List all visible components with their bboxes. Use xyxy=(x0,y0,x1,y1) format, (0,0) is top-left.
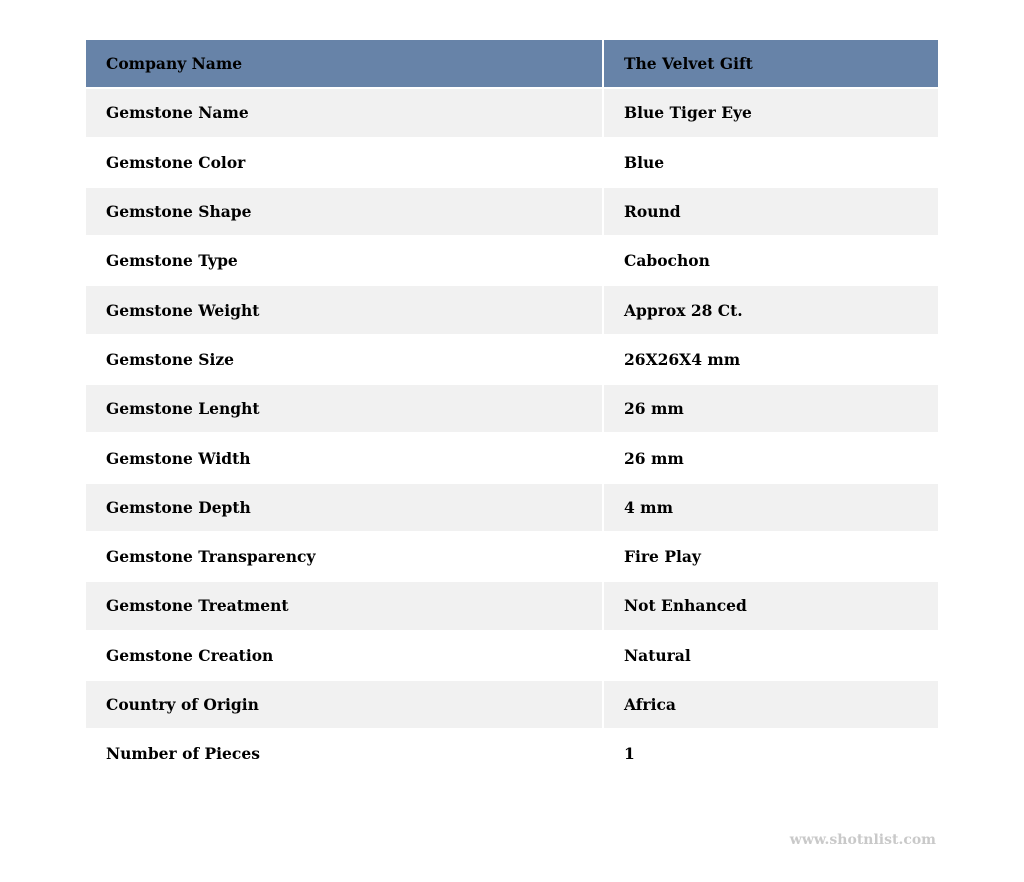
row-label: Gemstone Treatment xyxy=(84,580,604,632)
header-label: Company Name xyxy=(84,37,604,90)
row-value: Round xyxy=(602,185,940,238)
row-value: Natural xyxy=(602,629,940,681)
row-label: Gemstone Depth xyxy=(84,481,604,533)
row-value: Fire Play xyxy=(602,530,940,583)
row-value: Blue Tiger Eye xyxy=(602,87,940,139)
table-row: Gemstone Weight Approx 28 Ct. xyxy=(84,284,940,336)
watermark: www.shotnlist.com xyxy=(789,832,936,848)
table-row: Number of Pieces 1 xyxy=(84,728,940,780)
row-label: Country of Origin xyxy=(84,678,604,731)
table-row: Country of Origin Africa xyxy=(84,678,940,731)
row-label: Gemstone Type xyxy=(84,235,604,287)
gemstone-spec-table: Company Name The Velvet Gift Gemstone Na… xyxy=(84,37,940,780)
row-value: 26 mm xyxy=(602,432,940,484)
table-row: Gemstone Name Blue Tiger Eye xyxy=(84,87,940,139)
row-value: Blue xyxy=(602,136,940,188)
table-row: Gemstone Lenght 26 mm xyxy=(84,383,940,435)
row-label: Gemstone Color xyxy=(84,136,604,188)
table-row: Gemstone Type Cabochon xyxy=(84,235,940,287)
table-row: Gemstone Width 26 mm xyxy=(84,432,940,484)
row-value: 4 mm xyxy=(602,481,940,533)
row-value: 26 mm xyxy=(602,383,940,435)
row-value: Cabochon xyxy=(602,235,940,287)
row-label: Gemstone Size xyxy=(84,333,604,386)
table-row: Gemstone Color Blue xyxy=(84,136,940,188)
row-label: Gemstone Transparency xyxy=(84,530,604,583)
table-row: Gemstone Creation Natural xyxy=(84,629,940,681)
row-value: 26X26X4 mm xyxy=(602,333,940,386)
row-value: Not Enhanced xyxy=(602,580,940,632)
row-value: 1 xyxy=(602,728,940,780)
table-row: Gemstone Depth 4 mm xyxy=(84,481,940,533)
row-label: Gemstone Width xyxy=(84,432,604,484)
table-row: Gemstone Size 26X26X4 mm xyxy=(84,333,940,386)
table-row: Gemstone Treatment Not Enhanced xyxy=(84,580,940,632)
table-header-row: Company Name The Velvet Gift xyxy=(84,37,940,90)
header-value: The Velvet Gift xyxy=(602,37,940,90)
row-label: Number of Pieces xyxy=(84,728,604,780)
row-value: Approx 28 Ct. xyxy=(602,284,940,336)
row-label: Gemstone Shape xyxy=(84,185,604,238)
table-row: Gemstone Transparency Fire Play xyxy=(84,530,940,583)
row-label: Gemstone Lenght xyxy=(84,383,604,435)
row-label: Gemstone Creation xyxy=(84,629,604,681)
row-label: Gemstone Name xyxy=(84,87,604,139)
row-value: Africa xyxy=(602,678,940,731)
table-row: Gemstone Shape Round xyxy=(84,185,940,238)
row-label: Gemstone Weight xyxy=(84,284,604,336)
